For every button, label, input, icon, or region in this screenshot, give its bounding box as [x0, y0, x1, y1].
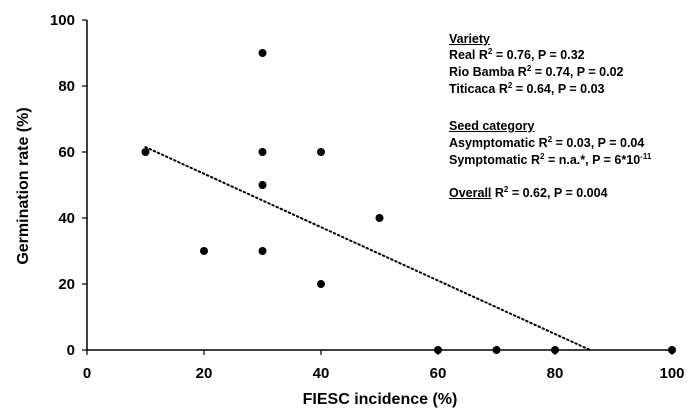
x-tick-label: 0 [83, 365, 91, 382]
r-superscript: 2 [507, 80, 513, 90]
variety-stats: = 0.64, P = 0.03 [515, 82, 605, 96]
r-superscript: 2 [487, 46, 493, 56]
seed-category-heading-text: Seed category [449, 119, 535, 133]
variety-line-real: Real R2 = 0.76, P = 0.32 [449, 47, 585, 63]
seed-category-heading: Seed category [449, 118, 534, 134]
r-superscript: 2 [547, 134, 553, 144]
x-tick-label: 80 [547, 365, 564, 382]
y-tick-label: 100 [50, 12, 75, 29]
axes [86, 20, 672, 351]
data-point [317, 280, 325, 288]
data-points [141, 49, 676, 354]
overall-stats: = 0.62, P = 0.004 [511, 186, 608, 200]
seed-line-symptomatic: Symptomatic R2 = n.a.*, P = 6*10-11 [449, 152, 651, 168]
r-superscript: 2 [503, 184, 509, 194]
variety-line-rio-bamba: Rio Bamba R2 = 0.74, P = 0.02 [449, 64, 623, 80]
r-letter: R [538, 136, 548, 150]
data-point [200, 247, 208, 255]
trendline-group [144, 146, 592, 351]
variety-name: Rio Bamba [449, 65, 515, 79]
seed-stats: = n.a.*, P = 6*10 [547, 153, 641, 167]
variety-stats: = 0.76, P = 0.32 [495, 48, 585, 62]
overall-heading-text: Overall [449, 186, 492, 200]
y-tick-label: 40 [58, 210, 75, 227]
data-point [258, 247, 267, 255]
y-tick-label: 20 [58, 276, 75, 293]
r-letter: R [478, 48, 488, 62]
variety-name: Real [449, 48, 476, 62]
data-point [492, 346, 501, 354]
r-letter: R [517, 65, 527, 79]
x-tick-label: 20 [196, 365, 213, 382]
variety-heading-text: Variety [449, 32, 491, 46]
x-tick-label: 100 [659, 365, 684, 382]
seed-name: Symptomatic [449, 153, 528, 167]
exponent: -11 [640, 151, 652, 161]
data-point [258, 181, 267, 189]
data-point [317, 148, 325, 156]
variety-heading: Variety [449, 31, 490, 47]
y-axis-title: Germination rate (%) [15, 107, 32, 264]
r-superscript: 2 [526, 63, 532, 73]
data-point [434, 346, 442, 354]
variety-stats: = 0.74, P = 0.02 [534, 65, 624, 79]
x-axis-ticks: 0 20 40 60 80 100 [83, 350, 685, 382]
trendline [144, 146, 592, 351]
variety-name: Titicaca [449, 82, 496, 96]
x-axis-title: FIESC incidence (%) [303, 391, 458, 408]
seed-name: Asymptomatic [449, 136, 536, 150]
data-point [668, 346, 676, 354]
overall-line: Overall R2 = 0.62, P = 0.004 [449, 185, 608, 201]
x-tick-label: 40 [313, 365, 330, 382]
y-tick-label: 80 [58, 78, 75, 95]
seed-stats: = 0.03, P = 0.04 [555, 136, 645, 150]
y-tick-label: 0 [67, 342, 75, 359]
y-axis-ticks: 0 20 40 60 80 100 [50, 12, 87, 359]
data-point [258, 148, 267, 156]
variety-line-titicaca: Titicaca R2 = 0.64, P = 0.03 [449, 81, 605, 97]
data-point [258, 49, 267, 57]
x-tick-label: 60 [430, 365, 447, 382]
data-point [551, 346, 559, 354]
r-letter: R [498, 82, 508, 96]
data-point [141, 148, 150, 156]
y-tick-label: 60 [58, 144, 75, 161]
r-letter: R [530, 153, 541, 167]
data-point [375, 214, 384, 222]
seed-line-asymptomatic: Asymptomatic R2 = 0.03, P = 0.04 [449, 135, 644, 151]
r-superscript: 2 [540, 151, 545, 161]
r-letter: R [494, 186, 504, 200]
